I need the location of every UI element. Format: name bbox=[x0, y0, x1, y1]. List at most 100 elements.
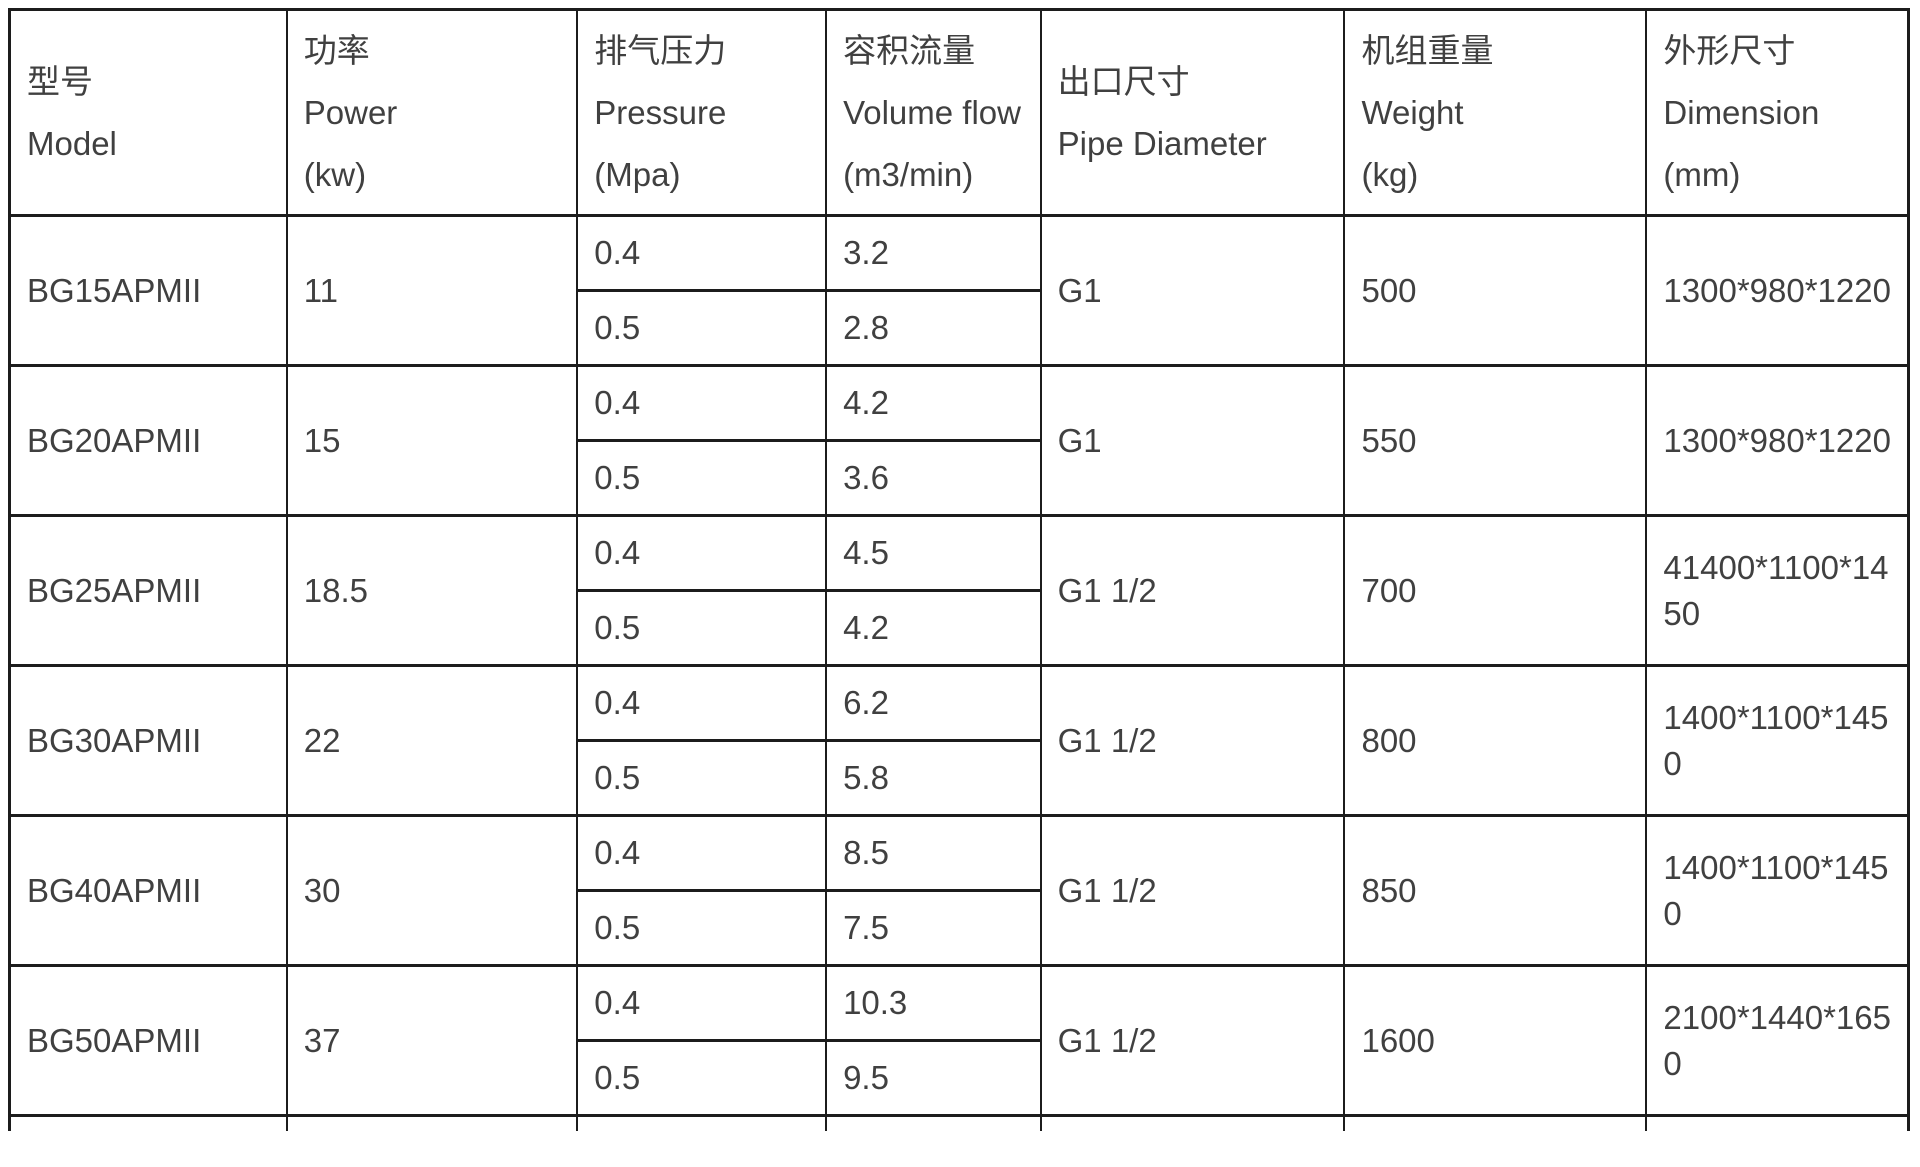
cell-flow: 3.2 bbox=[825, 214, 1042, 292]
stub-cell-weight bbox=[1343, 1117, 1648, 1131]
row-BG20APMII-sub2: 0.5 3.6 bbox=[10, 439, 1909, 517]
row-BG30APMII-sub2: 0.5 5.8 bbox=[10, 739, 1909, 817]
cell-flow: 2.8 bbox=[825, 289, 1042, 367]
cell-dimension: 1400*1100*1450 bbox=[1645, 664, 1910, 817]
cell-model: BG40APMII bbox=[8, 814, 288, 967]
cell-power: 37 bbox=[285, 964, 579, 1117]
table-body: BG15APMII 11 0.4 3.2 G1 500 1300*980*1220 0.5 2.… bbox=[8, 214, 1910, 1117]
header-power-cn: 功率 bbox=[303, 31, 370, 69]
cell-pressure: 0.5 bbox=[576, 439, 828, 517]
row-BG40APMII-sub2: 0.5 7.5 bbox=[10, 889, 1909, 967]
header-model-en: Model bbox=[27, 124, 117, 162]
cell-pressure: 0.5 bbox=[576, 739, 828, 817]
row-BG25APMII-sub2: 0.5 4.2 bbox=[10, 589, 1909, 667]
cell-power: 30 bbox=[285, 814, 579, 967]
cell-pressure: 0.5 bbox=[576, 589, 828, 667]
header-model: 型号 Model bbox=[8, 8, 288, 217]
header-pressure-cn: 排气压力 bbox=[594, 31, 727, 69]
header-dimension-en: Dimension bbox=[1663, 93, 1820, 131]
header-pressure-unit: (Mpa) bbox=[594, 155, 681, 193]
cell-pressure: 0.5 bbox=[576, 1039, 828, 1117]
header-flow-en: Volume flow bbox=[843, 93, 1021, 131]
row-BG50APMII-sub1: BG50APMII 37 0.4 10.3 G1 1/2 1600 2100*1440*16… bbox=[8, 964, 1910, 1117]
header-power-unit: (kw) bbox=[303, 155, 367, 193]
header-weight-en: Weight bbox=[1361, 93, 1464, 131]
cell-flow: 4.5 bbox=[825, 514, 1042, 592]
stub-cell-power bbox=[285, 1117, 579, 1131]
header-pipe: 出口尺寸 Pipe Diameter bbox=[1039, 8, 1346, 217]
cell-dimension: 41400*1100*1450 bbox=[1645, 514, 1910, 667]
cell-model: BG50APMII bbox=[8, 964, 288, 1117]
header-dimension-cn: 外形尺寸 bbox=[1663, 31, 1796, 69]
page: 型号 Model 功率 Power (kw) 排气压力 Pressure (Mpa) 容积流量 V… bbox=[8, 8, 1910, 1131]
cell-flow: 9.5 bbox=[825, 1039, 1042, 1117]
cell-weight: 550 bbox=[1343, 364, 1648, 517]
cell-pipe: G1 1/2 bbox=[1039, 964, 1346, 1117]
compressor-spec-table: 型号 Model 功率 Power (kw) 排气压力 Pressure (Mpa) 容积流量 V… bbox=[8, 8, 1910, 1117]
stub-cell-dimension bbox=[1645, 1117, 1910, 1131]
cell-flow: 4.2 bbox=[825, 589, 1042, 667]
stub-cell-model bbox=[8, 1117, 288, 1131]
row-BG25APMII-sub1: BG25APMII 18.5 0.4 4.5 G1 1/2 700 41400*1100*1… bbox=[8, 514, 1910, 667]
header-flow: 容积流量 Volume flow (m3/min) bbox=[825, 8, 1042, 217]
cell-pipe: G1 bbox=[1039, 214, 1346, 367]
cell-flow: 5.8 bbox=[825, 739, 1042, 817]
cell-power: 18.5 bbox=[285, 514, 579, 667]
cell-pipe: G1 1/2 bbox=[1039, 814, 1346, 967]
cell-power: 11 bbox=[285, 214, 579, 367]
cell-pressure: 0.4 bbox=[576, 814, 828, 892]
header-power: 功率 Power (kw) bbox=[285, 8, 579, 217]
stub-cell-flow bbox=[825, 1117, 1042, 1131]
cell-model: BG25APMII bbox=[8, 514, 288, 667]
header-flow-unit: (m3/min) bbox=[843, 155, 974, 193]
cell-pipe: G1 1/2 bbox=[1039, 664, 1346, 817]
cell-pressure: 0.5 bbox=[576, 289, 828, 367]
row-BG20APMII-sub1: BG20APMII 15 0.4 4.2 G1 550 1300*980*1220 bbox=[8, 364, 1910, 517]
cell-model: BG30APMII bbox=[8, 664, 288, 817]
header-pressure: 排气压力 Pressure (Mpa) bbox=[576, 8, 828, 217]
row-BG50APMII-sub2: 0.5 9.5 bbox=[10, 1039, 1909, 1117]
row-BG15APMII-sub2: 0.5 2.8 bbox=[10, 289, 1909, 367]
cell-dimension: 2100*1440*1650 bbox=[1645, 964, 1910, 1117]
row-BG15APMII-sub1: BG15APMII 11 0.4 3.2 G1 500 1300*980*1220 bbox=[8, 214, 1910, 367]
header-dimension: 外形尺寸 Dimension (mm) bbox=[1645, 8, 1910, 217]
cell-flow: 4.2 bbox=[825, 364, 1042, 442]
cell-model: BG20APMII bbox=[8, 364, 288, 517]
cell-pressure: 0.4 bbox=[576, 964, 828, 1042]
stub-cell-pressure bbox=[576, 1117, 828, 1131]
header-pressure-en: Pressure bbox=[594, 93, 727, 131]
cell-weight: 1600 bbox=[1343, 964, 1648, 1117]
header-weight-cn: 机组重量 bbox=[1361, 31, 1494, 69]
cell-weight: 850 bbox=[1343, 814, 1648, 967]
cell-power: 15 bbox=[285, 364, 579, 517]
cell-flow: 7.5 bbox=[825, 889, 1042, 967]
cell-weight: 500 bbox=[1343, 214, 1648, 367]
header-dimension-unit: (mm) bbox=[1663, 155, 1741, 193]
header-flow-cn: 容积流量 bbox=[843, 31, 976, 69]
cell-flow: 8.5 bbox=[825, 814, 1042, 892]
header-model-cn: 型号 bbox=[27, 62, 93, 100]
cell-pressure: 0.4 bbox=[576, 364, 828, 442]
cell-dimension: 1400*1100*1450 bbox=[1645, 814, 1910, 967]
header-power-en: Power bbox=[303, 93, 398, 131]
cell-power: 22 bbox=[285, 664, 579, 817]
header-pipe-en: Pipe Diameter bbox=[1057, 124, 1267, 162]
cell-pressure: 0.4 bbox=[576, 514, 828, 592]
cell-weight: 700 bbox=[1343, 514, 1648, 667]
cell-pipe: G1 1/2 bbox=[1039, 514, 1346, 667]
cell-dimension: 1300*980*1220 bbox=[1645, 214, 1910, 367]
row-BG30APMII-sub1: BG30APMII 22 0.4 6.2 G1 1/2 800 1400*1100*1450 bbox=[8, 664, 1910, 817]
cell-flow: 3.6 bbox=[825, 439, 1042, 517]
header-row: 型号 Model 功率 Power (kw) 排气压力 Pressure (Mpa) 容积流量 V… bbox=[8, 8, 1910, 217]
stub-row bbox=[8, 1117, 1910, 1131]
table-header: 型号 Model 功率 Power (kw) 排气压力 Pressure (Mpa) 容积流量 V… bbox=[8, 8, 1910, 217]
cell-flow: 10.3 bbox=[825, 964, 1042, 1042]
next-row-clipped bbox=[8, 1117, 1910, 1131]
row-BG40APMII-sub1: BG40APMII 30 0.4 8.5 G1 1/2 850 1400*1100*1450 bbox=[8, 814, 1910, 967]
cell-weight: 800 bbox=[1343, 664, 1648, 817]
header-weight: 机组重量 Weight (kg) bbox=[1343, 8, 1648, 217]
cell-pressure: 0.4 bbox=[576, 664, 828, 742]
header-weight-unit: (kg) bbox=[1361, 155, 1419, 193]
stub-cell-pipe bbox=[1039, 1117, 1346, 1131]
cell-pressure: 0.4 bbox=[576, 214, 828, 292]
